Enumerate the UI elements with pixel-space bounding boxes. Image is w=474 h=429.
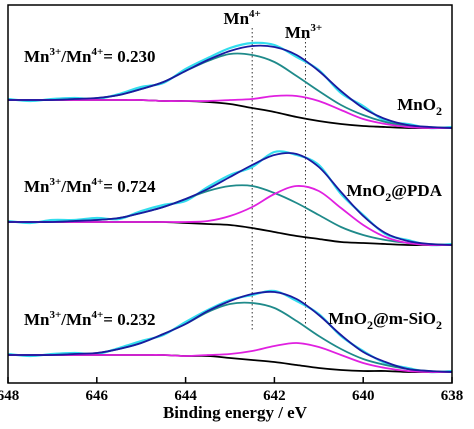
fit-line	[8, 94, 453, 129]
annotation-sup: 4+	[249, 8, 261, 20]
x-tick-label: 644	[174, 388, 197, 404]
annotation-sup: 3+	[310, 22, 322, 34]
annotation: Mn3+	[285, 22, 322, 42]
sample-label: MnO2@PDA	[347, 181, 443, 204]
sample-sub: 2	[385, 190, 391, 204]
sample-text: MnO	[347, 181, 386, 200]
ratio-text: = 0.230	[103, 47, 155, 66]
ratio-text: /Mn	[60, 177, 92, 196]
annotation-base: Mn	[285, 23, 311, 42]
sample-sub: 2	[436, 318, 442, 332]
ratio-text: Mn	[24, 177, 50, 196]
plot-frame	[7, 4, 453, 384]
raw-data-line	[7, 289, 453, 374]
fit-line	[8, 290, 453, 373]
sample-label: MnO2	[397, 95, 442, 118]
sample-text: MnO	[328, 309, 367, 328]
sample-sub: 2	[367, 318, 373, 332]
fit-line	[8, 152, 453, 246]
ratio-text: Mn	[24, 310, 50, 329]
ratio-label: Mn3+/Mn4+= 0.232	[24, 309, 155, 329]
ratio-sup: 4+	[92, 309, 104, 321]
ratio-text: = 0.724	[103, 177, 156, 196]
ratio-text: = 0.232	[103, 310, 155, 329]
sample-label: MnO2@m-SiO2	[328, 309, 442, 332]
x-tick-label: 648	[0, 388, 19, 404]
sample-text: MnO	[397, 95, 436, 114]
x-tick-label: 642	[263, 388, 286, 404]
sample-text: @m-SiO	[373, 309, 436, 328]
x-tick-label: 638	[441, 388, 464, 404]
ratio-text: /Mn	[60, 310, 92, 329]
ratio-sup: 4+	[92, 176, 104, 188]
x-tick-label: 646	[86, 388, 109, 404]
ratio-sup: 3+	[50, 176, 62, 188]
fit-line	[8, 185, 453, 247]
annotation-base: Mn	[224, 9, 250, 28]
ratio-sup: 3+	[50, 46, 62, 58]
ratio-text: Mn	[24, 47, 50, 66]
ratio-sup: 4+	[92, 46, 104, 58]
fit-line	[8, 342, 453, 373]
fit-line	[8, 44, 453, 129]
ratio-label: Mn3+/Mn4+= 0.724	[24, 176, 156, 196]
x-axis-label: Binding energy / eV	[163, 403, 308, 422]
ratio-text: /Mn	[60, 47, 92, 66]
x-tick-label: 640	[352, 388, 375, 404]
ratio-sup: 3+	[50, 309, 62, 321]
annotation: Mn4+	[224, 8, 261, 28]
sample-text: @PDA	[391, 181, 442, 200]
sample-sub: 2	[436, 104, 442, 118]
ratio-label: Mn3+/Mn4+= 0.230	[24, 46, 155, 66]
